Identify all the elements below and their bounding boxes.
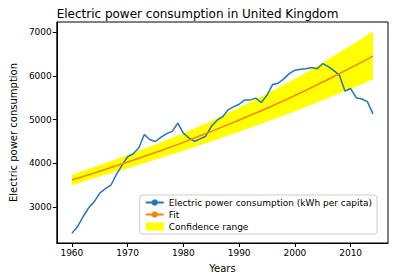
svg-text:5000: 5000 — [29, 115, 52, 125]
svg-text:Electric power consumption in: Electric power consumption in United Kin… — [57, 7, 339, 21]
svg-text:4000: 4000 — [29, 158, 52, 168]
svg-text:Electric power consumption: Electric power consumption — [8, 63, 19, 202]
svg-text:1990: 1990 — [228, 248, 251, 258]
svg-text:2010: 2010 — [339, 248, 362, 258]
svg-text:1980: 1980 — [172, 248, 195, 258]
svg-text:1970: 1970 — [116, 248, 139, 258]
svg-text:2000: 2000 — [283, 248, 306, 258]
svg-text:7000: 7000 — [29, 27, 52, 37]
svg-text:3000: 3000 — [29, 202, 52, 212]
svg-text:Electric power consumption (kW: Electric power consumption (kWh per capi… — [169, 198, 372, 208]
svg-text:Confidence range: Confidence range — [169, 222, 249, 232]
svg-text:Years: Years — [208, 263, 235, 274]
svg-text:1960: 1960 — [60, 248, 83, 258]
svg-text:Fit: Fit — [169, 210, 180, 220]
svg-text:6000: 6000 — [29, 71, 52, 81]
